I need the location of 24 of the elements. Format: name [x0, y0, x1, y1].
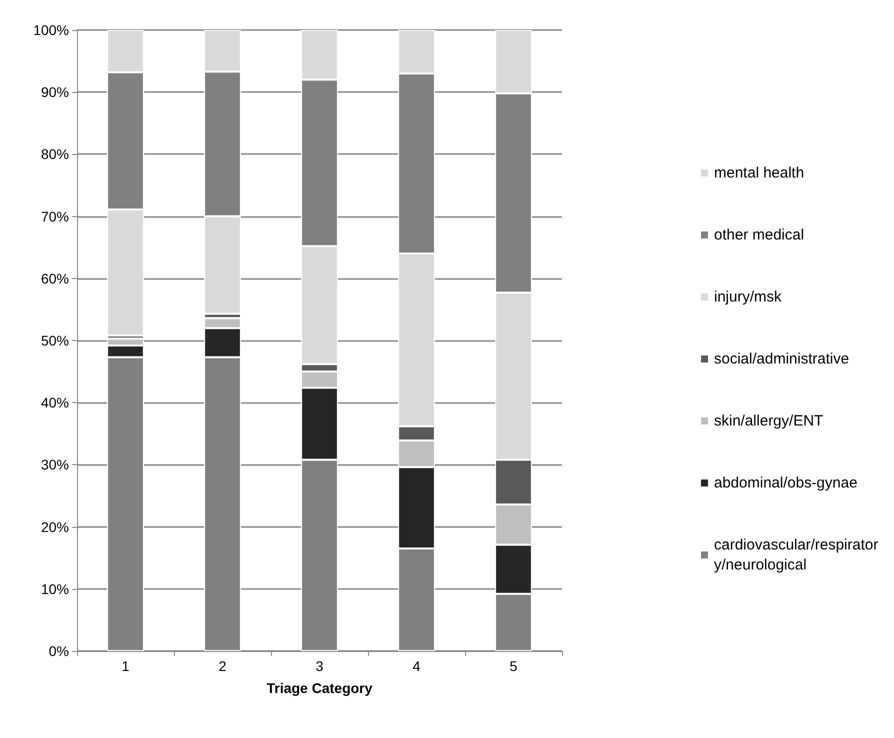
y-tick-label: 70% [40, 208, 69, 224]
legend-label: injury/msk [714, 288, 782, 306]
y-tick-label: 60% [40, 270, 69, 286]
y-tick-label: 80% [40, 146, 69, 162]
y-tick-label: 30% [40, 456, 69, 473]
legend-label: cardiovascular/respiratory/neurological [714, 536, 878, 574]
legend-label: other medical [714, 226, 804, 244]
y-tick-label: 50% [40, 332, 69, 348]
y-tick-label: 90% [40, 84, 69, 100]
y-tick-label: 0% [48, 643, 69, 659]
y-tick-label: 100% [33, 22, 69, 38]
x-tick-label: 5 [510, 658, 518, 674]
legend-label: skin/allergy/ENT [714, 412, 824, 430]
x-axis-title: Triage Category [266, 680, 373, 696]
x-tick-label: 3 [316, 658, 324, 674]
legend-label: abdominal/obs-gynae [714, 474, 858, 492]
y-tick-label: 20% [40, 518, 69, 535]
x-tick-label: 2 [218, 658, 227, 674]
legend-label: social/administrative [714, 350, 850, 368]
x-tick-label: 4 [412, 658, 421, 674]
y-tick-label: 40% [40, 394, 69, 411]
x-tick-label: 1 [122, 658, 130, 674]
legend-label: mental health [714, 164, 804, 182]
y-tick-label: 10% [40, 580, 69, 597]
